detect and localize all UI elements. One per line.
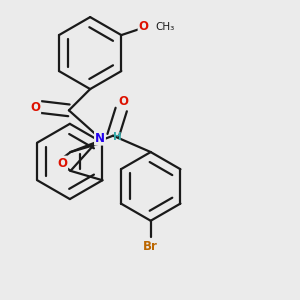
Text: N: N [95, 132, 105, 145]
Text: O: O [118, 95, 128, 108]
Text: Br: Br [143, 240, 158, 254]
Text: O: O [139, 20, 148, 33]
Text: O: O [30, 100, 40, 114]
Text: O: O [57, 157, 67, 169]
Text: H: H [113, 131, 122, 142]
Text: CH₃: CH₃ [156, 22, 175, 32]
